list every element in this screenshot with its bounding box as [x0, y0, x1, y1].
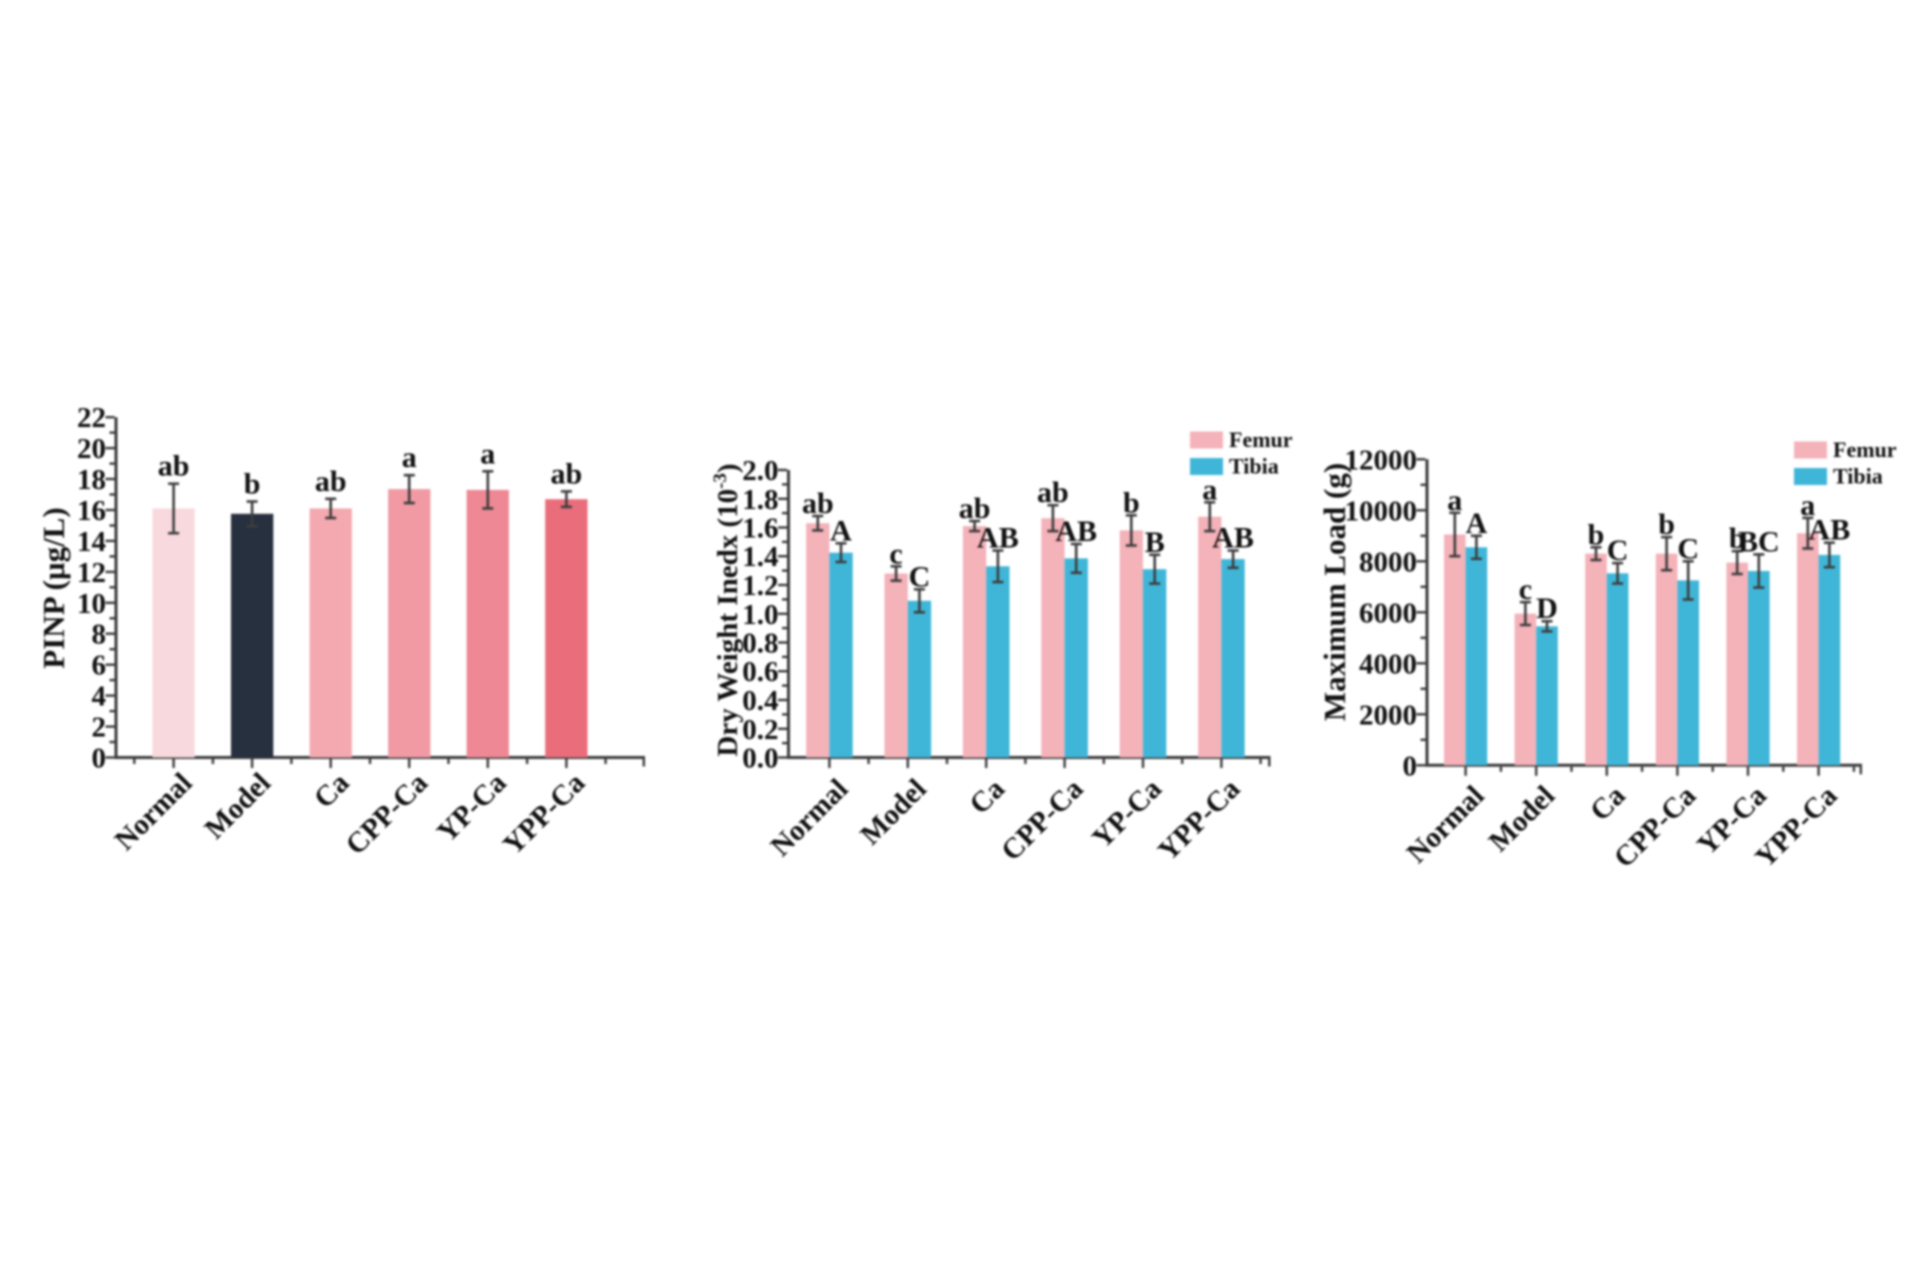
- svg-text:0.8: 0.8: [742, 628, 778, 660]
- svg-text:20: 20: [77, 433, 106, 465]
- svg-text:C: C: [1607, 534, 1629, 567]
- svg-text:14: 14: [77, 526, 106, 558]
- svg-text:6: 6: [92, 650, 107, 682]
- svg-text:Dry Weight Inedx (10-3): Dry Weight Inedx (10-3): [710, 463, 744, 756]
- svg-text:b: b: [244, 468, 261, 501]
- svg-text:1.0: 1.0: [742, 599, 778, 631]
- svg-text:18: 18: [77, 464, 106, 496]
- svg-text:10000: 10000: [1345, 495, 1418, 527]
- svg-text:ab: ab: [158, 450, 190, 483]
- svg-text:0.2: 0.2: [742, 714, 778, 746]
- svg-text:AB: AB: [1809, 514, 1851, 547]
- svg-text:0.6: 0.6: [742, 656, 778, 688]
- svg-text:0: 0: [92, 743, 107, 775]
- svg-text:Tibia: Tibia: [1229, 454, 1279, 479]
- svg-text:a: a: [480, 437, 495, 470]
- svg-text:ab: ab: [802, 487, 834, 520]
- svg-text:BC: BC: [1738, 525, 1780, 558]
- svg-text:b: b: [1729, 522, 1746, 555]
- svg-text:12: 12: [77, 557, 106, 589]
- svg-text:2.0: 2.0: [742, 455, 778, 487]
- svg-text:a: a: [1800, 489, 1815, 522]
- svg-text:ab: ab: [315, 465, 347, 498]
- svg-text:6000: 6000: [1359, 597, 1417, 629]
- svg-text:Femur: Femur: [1229, 427, 1293, 452]
- svg-text:C: C: [909, 560, 931, 593]
- svg-text:2000: 2000: [1359, 699, 1417, 731]
- svg-text:16: 16: [77, 495, 106, 527]
- svg-text:c: c: [889, 537, 902, 570]
- svg-text:1.4: 1.4: [742, 541, 778, 573]
- svg-text:a: a: [1447, 484, 1462, 517]
- svg-text:1.8: 1.8: [742, 484, 778, 516]
- svg-text:22: 22: [77, 402, 106, 434]
- svg-text:ab: ab: [551, 457, 583, 490]
- svg-text:8000: 8000: [1359, 546, 1417, 578]
- svg-text:c: c: [1519, 573, 1532, 606]
- svg-text:B: B: [1145, 526, 1165, 559]
- svg-text:b: b: [1588, 518, 1605, 551]
- svg-text:0: 0: [1403, 750, 1418, 782]
- svg-text:4: 4: [92, 681, 107, 713]
- svg-text:a: a: [402, 441, 417, 474]
- svg-text:A: A: [1466, 507, 1488, 540]
- svg-text:AB: AB: [1212, 522, 1254, 555]
- svg-text:AB: AB: [1055, 515, 1097, 548]
- svg-text:0.0: 0.0: [742, 743, 778, 775]
- svg-text:A: A: [830, 514, 852, 547]
- svg-text:2: 2: [92, 712, 107, 744]
- svg-text:b: b: [1123, 486, 1140, 519]
- svg-text:Femur: Femur: [1833, 437, 1897, 462]
- svg-text:12000: 12000: [1345, 444, 1418, 476]
- svg-text:1.2: 1.2: [742, 570, 778, 602]
- svg-text:10: 10: [77, 588, 106, 620]
- svg-text:a: a: [1202, 473, 1217, 506]
- svg-text:Maximum Load (g): Maximum Load (g): [1317, 463, 1352, 721]
- svg-text:Tibia: Tibia: [1833, 464, 1883, 489]
- svg-text:AB: AB: [977, 522, 1019, 555]
- svg-text:ab: ab: [1037, 476, 1069, 509]
- svg-text:b: b: [1658, 508, 1675, 541]
- svg-text:1.6: 1.6: [742, 513, 778, 545]
- svg-text:D: D: [1536, 592, 1558, 625]
- svg-text:0.4: 0.4: [742, 685, 778, 717]
- svg-text:C: C: [1677, 532, 1699, 565]
- svg-text:8: 8: [92, 619, 107, 651]
- svg-text:ab: ab: [959, 492, 991, 525]
- svg-text:4000: 4000: [1359, 648, 1417, 680]
- svg-text:PINP (μg/L): PINP (μg/L): [36, 507, 71, 668]
